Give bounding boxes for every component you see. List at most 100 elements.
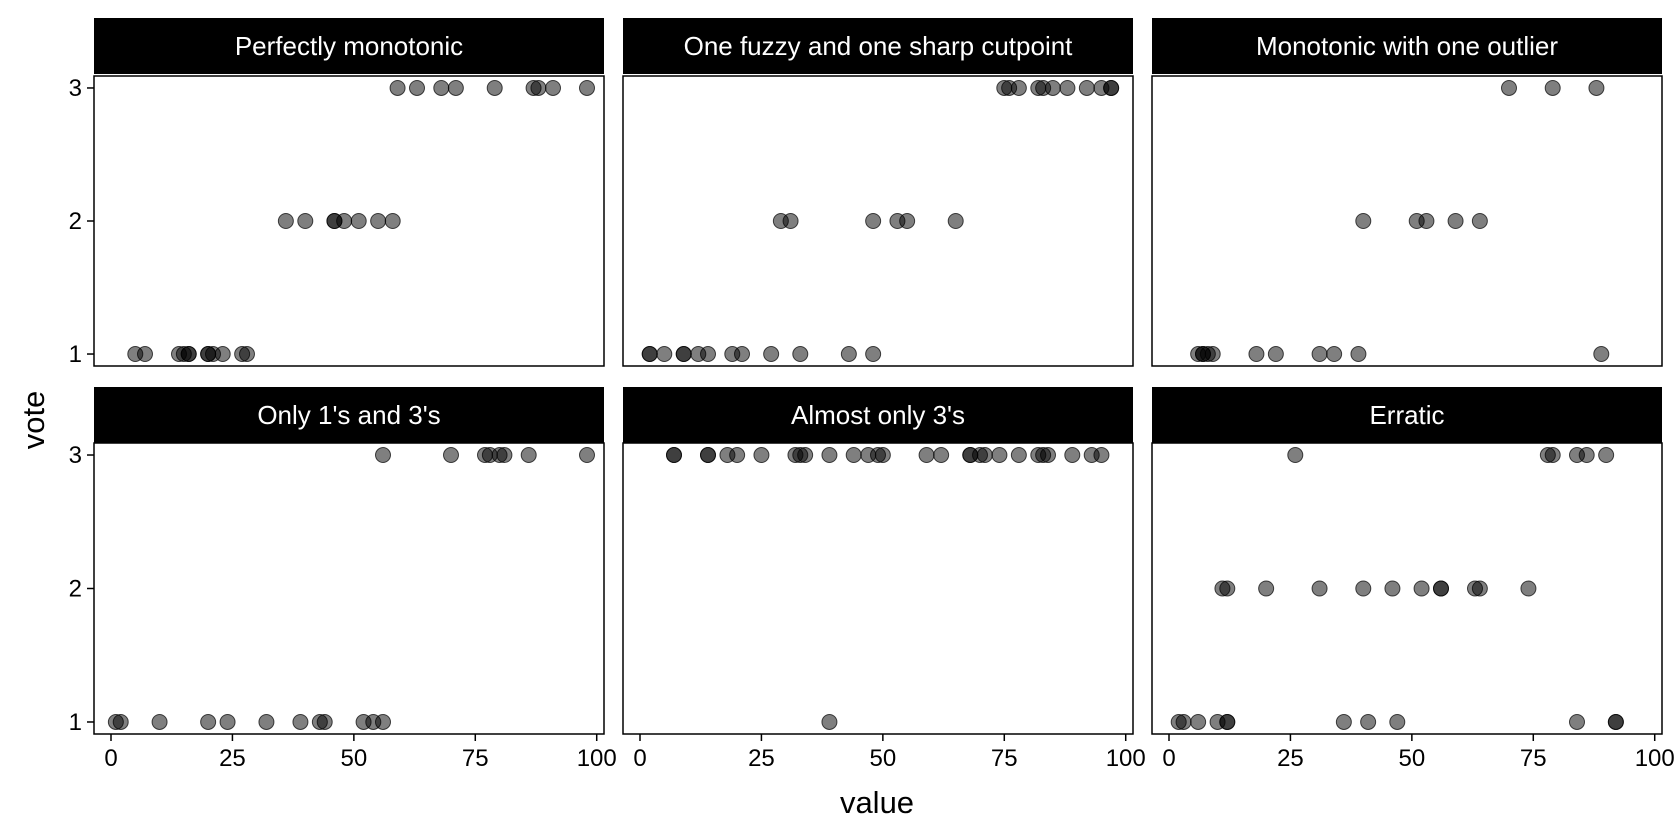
facet-panel: Erratic 0 25 50 75 100: [1151, 387, 1675, 772]
data-point: [1418, 213, 1435, 229]
data-point: [729, 447, 746, 464]
data-point: [1064, 447, 1081, 464]
facet-panel: One fuzzy and one sharp cutpoint: [622, 18, 1134, 367]
data-point: [821, 713, 838, 730]
data-point: [219, 713, 236, 730]
data-point: [579, 447, 595, 464]
data-point: [1175, 713, 1192, 730]
panels-layer: Perfectly monotonic 1 2 3 One fuzzy and one …: [69, 18, 1675, 772]
y-tick-label: 1: [69, 709, 82, 736]
data-point: [443, 447, 459, 464]
data-point: [1267, 346, 1284, 363]
data-point: [258, 713, 275, 730]
plot-area: [1151, 442, 1663, 735]
facet-strip: [1152, 18, 1662, 74]
data-point: [1433, 580, 1449, 597]
data-point: [782, 213, 799, 229]
data-point: [1010, 447, 1027, 464]
data-point: [1355, 580, 1372, 597]
data-point: [797, 447, 814, 464]
facet-title: One fuzzy and one sharp cutpoint: [684, 31, 1074, 61]
data-point: [1360, 713, 1377, 730]
data-point: [792, 346, 809, 363]
data-point: [1350, 346, 1367, 363]
data-point: [239, 346, 255, 363]
data-point: [1311, 346, 1328, 363]
data-point: [947, 213, 964, 229]
data-point: [375, 713, 391, 730]
data-point: [292, 713, 309, 730]
data-point: [1501, 79, 1517, 96]
facet-strip: [94, 18, 604, 74]
facet-panel: Monotonic with one outlier: [1151, 18, 1663, 367]
facet-title: Monotonic with one outlier: [1256, 31, 1558, 61]
data-point: [579, 79, 595, 96]
data-point: [991, 447, 1008, 464]
data-point: [753, 447, 770, 464]
x-tick-label: 0: [1162, 745, 1175, 772]
data-point: [433, 79, 450, 96]
data-point: [1093, 447, 1110, 464]
data-point: [1569, 713, 1585, 730]
data-point: [641, 346, 658, 363]
data-point: [1598, 447, 1615, 464]
data-point: [840, 346, 857, 363]
data-point: [214, 346, 231, 363]
x-tick-label: 75: [462, 745, 489, 772]
data-point: [1190, 713, 1207, 730]
y-tick-label: 3: [69, 442, 82, 469]
data-point: [1471, 580, 1488, 597]
data-point: [1471, 213, 1488, 229]
y-tick-label: 3: [69, 75, 82, 102]
x-tick-label: 100: [1106, 745, 1146, 772]
x-tick-label: 75: [1520, 745, 1547, 772]
facet-title: Perfectly monotonic: [235, 31, 463, 61]
data-point: [656, 346, 673, 363]
x-tick-label: 25: [219, 745, 246, 772]
data-point: [1326, 346, 1343, 363]
data-point: [375, 447, 391, 464]
data-point: [520, 447, 537, 464]
data-point: [389, 79, 406, 96]
data-point: [486, 79, 503, 96]
x-tick-label: 75: [991, 745, 1018, 772]
data-point: [1389, 713, 1406, 730]
data-point: [1544, 79, 1561, 96]
data-point: [200, 713, 217, 730]
data-point: [1248, 346, 1265, 363]
data-point: [1520, 580, 1537, 597]
data-point: [1287, 447, 1304, 464]
data-point: [976, 447, 993, 464]
data-point: [1219, 713, 1236, 730]
data-point: [874, 447, 891, 464]
facet-panel: Almost only 3's 0 25 50 75 100: [622, 387, 1146, 772]
x-tick-label: 0: [633, 745, 646, 772]
data-point: [112, 713, 129, 730]
facet-strip: [623, 18, 1133, 74]
data-point: [180, 346, 197, 363]
data-point: [350, 213, 367, 229]
data-point: [277, 213, 294, 229]
data-point: [1607, 713, 1624, 730]
data-point: [530, 79, 547, 96]
facet-panel: Perfectly monotonic 1 2 3: [69, 18, 605, 368]
data-point: [865, 213, 882, 229]
data-point: [1544, 447, 1561, 464]
data-point: [899, 213, 916, 229]
data-point: [545, 79, 561, 96]
facet-title: Erratic: [1369, 400, 1444, 430]
data-point: [1335, 713, 1352, 730]
data-point: [1219, 580, 1236, 597]
data-point: [370, 213, 387, 229]
data-point: [1311, 580, 1328, 597]
x-tick-label: 100: [1635, 745, 1675, 772]
data-point: [1593, 346, 1610, 363]
x-axis-title: value: [840, 785, 914, 820]
data-point: [1010, 79, 1027, 96]
data-point: [918, 447, 935, 464]
facet-strip: [1152, 387, 1662, 443]
x-tick-label: 100: [577, 745, 617, 772]
data-point: [447, 79, 464, 96]
data-point: [734, 346, 750, 363]
